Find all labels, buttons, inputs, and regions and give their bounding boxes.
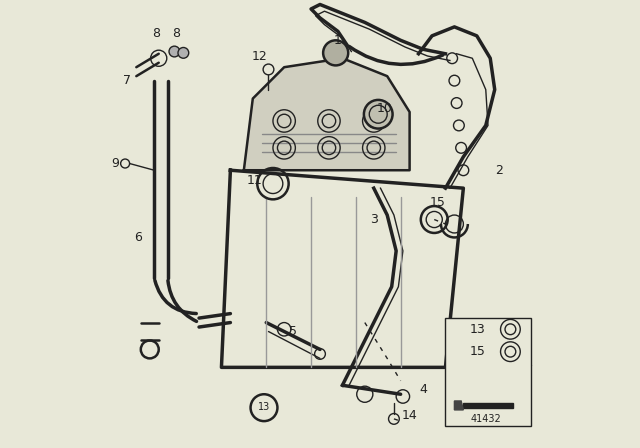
Text: 5: 5 [289, 325, 297, 338]
Polygon shape [463, 403, 513, 408]
Text: 2: 2 [495, 164, 503, 177]
Text: 14: 14 [402, 409, 417, 422]
Text: 13: 13 [258, 402, 270, 412]
Circle shape [169, 46, 180, 57]
Text: 10: 10 [377, 102, 393, 115]
Text: 4: 4 [419, 383, 427, 396]
Text: 7: 7 [124, 74, 131, 87]
Text: 41432: 41432 [470, 414, 501, 424]
Circle shape [364, 100, 392, 129]
Text: 8: 8 [172, 27, 180, 40]
Circle shape [323, 40, 348, 65]
Text: 13: 13 [470, 323, 486, 336]
Polygon shape [454, 401, 463, 410]
Text: 1: 1 [334, 34, 342, 47]
Polygon shape [244, 58, 410, 170]
Text: 15: 15 [470, 345, 486, 358]
Text: 6: 6 [134, 231, 143, 244]
Text: 9: 9 [111, 157, 119, 170]
Text: 8: 8 [152, 27, 161, 40]
Circle shape [178, 47, 189, 58]
Text: 12: 12 [252, 49, 268, 63]
Text: 3: 3 [370, 213, 378, 226]
Text: 15: 15 [429, 196, 445, 209]
FancyBboxPatch shape [445, 318, 531, 426]
Text: 11: 11 [247, 173, 263, 187]
